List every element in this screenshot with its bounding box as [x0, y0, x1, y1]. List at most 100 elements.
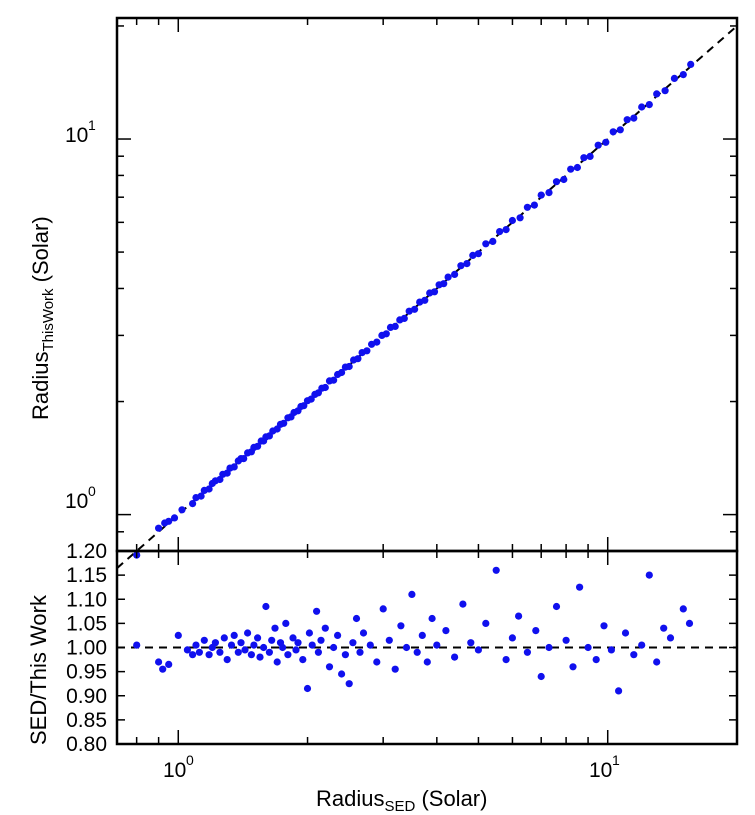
data-point — [240, 455, 248, 463]
data-point — [474, 646, 482, 654]
data-point — [482, 619, 490, 628]
bottom-ytick-label: 0.80 — [66, 733, 107, 756]
data-point — [580, 154, 588, 162]
top-y-axis-label: RadiusThisWork (Solar) — [28, 216, 57, 420]
data-point — [330, 376, 338, 384]
bottom-xtick-label-10-0: 10 0 — [163, 752, 194, 782]
data-point — [183, 646, 191, 654]
data-point — [155, 658, 163, 666]
data-point — [467, 639, 475, 647]
data-point — [230, 631, 238, 640]
data-point — [282, 619, 290, 628]
data-point — [280, 419, 288, 427]
data-point — [602, 138, 610, 146]
bottom-xtick-label-exp: 1 — [612, 752, 620, 768]
data-point — [254, 634, 262, 642]
data-point — [262, 602, 270, 611]
data-point — [400, 314, 408, 322]
data-point — [630, 114, 638, 122]
top-y-axis-label-unit: (Solar) — [28, 216, 53, 288]
bottom-x-axis-label-main: Radius — [316, 786, 384, 811]
bottom-x-axis-label-sub: SED — [384, 798, 415, 815]
data-point — [200, 636, 208, 644]
data-point — [418, 631, 426, 640]
data-point — [313, 607, 321, 615]
bottom-ytick-label: 1.20 — [66, 540, 107, 563]
data-point — [223, 656, 231, 664]
data-point — [216, 648, 224, 656]
data-point — [609, 128, 617, 136]
top-scatter-points — [133, 60, 695, 559]
bottom-ytick-labels: 0.800.850.900.951.001.051.101.151.20 — [66, 540, 107, 756]
data-point — [321, 624, 329, 632]
data-point — [576, 583, 584, 591]
data-point — [660, 624, 668, 632]
data-point — [433, 641, 441, 649]
data-point — [174, 631, 182, 640]
data-point — [352, 614, 361, 623]
bottom-ytick-label: 1.00 — [66, 637, 107, 660]
data-point — [334, 631, 342, 640]
data-point — [165, 660, 173, 669]
data-point — [685, 619, 694, 628]
data-point — [463, 260, 471, 268]
data-point — [573, 163, 582, 172]
data-point — [489, 237, 497, 245]
data-point — [397, 622, 405, 630]
data-point — [502, 226, 510, 234]
data-point — [523, 648, 532, 656]
data-point — [256, 653, 264, 661]
data-point — [133, 641, 141, 649]
data-point — [545, 189, 553, 197]
bottom-xtick-label-base: 10 — [163, 759, 186, 782]
data-point — [442, 627, 450, 635]
data-point — [227, 641, 236, 649]
data-point — [345, 362, 353, 371]
data-point — [289, 634, 297, 642]
data-point — [567, 165, 575, 173]
data-point — [279, 643, 287, 652]
bottom-ytick-label: 0.85 — [66, 709, 107, 732]
data-point — [405, 307, 413, 315]
data-point — [170, 514, 179, 522]
data-point — [451, 270, 459, 278]
data-point — [349, 639, 357, 647]
data-point — [220, 634, 228, 642]
data-point — [363, 347, 371, 355]
data-point — [496, 228, 504, 236]
data-point — [265, 648, 273, 656]
data-point — [359, 629, 368, 637]
data-point — [241, 646, 249, 654]
data-point — [623, 116, 631, 124]
data-point — [537, 672, 545, 681]
data-point — [250, 641, 258, 649]
bottom-y-axis-label: SED/This Work — [26, 594, 51, 745]
top-ytick-label-base: 10 — [65, 124, 88, 147]
data-point — [508, 634, 516, 642]
data-point — [271, 624, 279, 632]
data-point — [237, 639, 245, 647]
data-point — [300, 402, 308, 410]
data-point — [299, 656, 307, 664]
bottom-panel: 0.800.850.900.951.001.051.101.151.20 10 … — [26, 540, 739, 815]
bottom-x-axis-label: RadiusSED (Solar) — [316, 786, 487, 815]
data-point — [516, 214, 524, 222]
data-point — [205, 651, 213, 659]
data-point — [244, 629, 252, 637]
data-point — [537, 191, 545, 199]
data-point — [451, 653, 459, 661]
data-point — [600, 622, 608, 630]
top-ytick-label-exp: 0 — [88, 483, 96, 499]
data-point — [273, 658, 281, 666]
data-point — [552, 178, 561, 186]
data-point — [584, 643, 592, 652]
data-point — [607, 646, 616, 654]
data-point — [230, 463, 238, 471]
data-point — [679, 605, 687, 613]
data-point — [234, 648, 242, 656]
data-point — [653, 90, 661, 98]
data-point — [430, 288, 439, 296]
data-point — [630, 651, 638, 659]
data-point — [303, 684, 312, 693]
data-point — [325, 663, 334, 671]
